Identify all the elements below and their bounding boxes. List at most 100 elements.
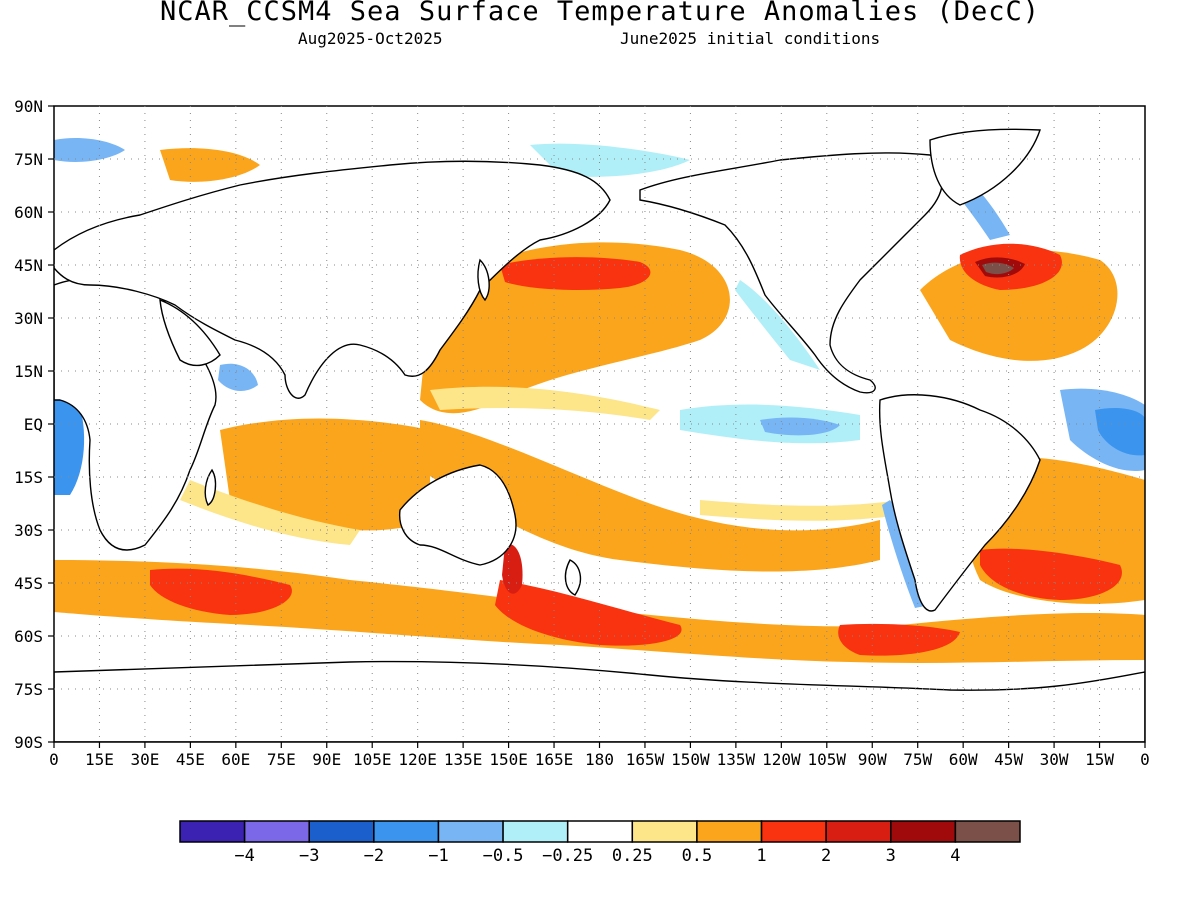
- mid-south-pacific-yellow: [700, 500, 900, 521]
- colorbar-swatch: [631, 820, 698, 843]
- lon-label: 90W: [858, 750, 887, 769]
- colorbar-label: 3: [886, 846, 896, 866]
- lat-label: 30N: [14, 309, 43, 328]
- kuroshio-red: [500, 257, 651, 290]
- lon-label: 120E: [398, 750, 437, 769]
- lon-label: 15W: [1085, 750, 1114, 769]
- lat-label: 30S: [14, 521, 43, 540]
- lat-label: 15S: [14, 468, 43, 487]
- southern-ocean-red-pacific: [495, 580, 682, 646]
- lon-label: 15E: [85, 750, 114, 769]
- pacific-north-warm-band: [420, 242, 730, 414]
- north-atlantic-warm: [920, 250, 1118, 361]
- eurasia: [54, 160, 611, 399]
- colorbar-swatch: [890, 820, 957, 843]
- lon-label: 45W: [994, 750, 1023, 769]
- arabia: [159, 298, 221, 367]
- colorbar-swatch: [308, 820, 375, 843]
- colorbar-swatch: [760, 820, 827, 843]
- bering-cool: [530, 143, 690, 177]
- lon-label: 105W: [808, 750, 847, 769]
- colorbar-label: 4: [950, 846, 960, 866]
- colorbar-label: 1: [756, 846, 766, 866]
- colorbar-swatch: [954, 820, 1021, 843]
- australia: [398, 464, 517, 566]
- east-pacific-cool: [735, 280, 820, 370]
- colorbar-label: −2: [364, 846, 384, 866]
- lon-label: 150W: [671, 750, 710, 769]
- colorbar-swatch: [502, 820, 569, 843]
- east-atlantic-cool-core: [1095, 407, 1145, 456]
- colorbar-swatch: [179, 820, 246, 843]
- madagascar: [204, 468, 217, 507]
- colorbar-label: −0.25: [542, 846, 593, 866]
- colorbar-swatch: [825, 820, 892, 843]
- colorbar-label: −0.5: [483, 846, 524, 866]
- indian-ocean-warm: [220, 418, 430, 531]
- south-atlantic-red: [980, 548, 1122, 600]
- southern-ocean-red-east: [838, 623, 960, 656]
- latitude-axis: 90N 75N 60N 45N 30N 15N EQ 15S 30S 45S 60S 75S 90S: [14, 97, 54, 752]
- period-subtitle: Aug2025-Oct2025: [298, 29, 443, 48]
- indian-yellow: [180, 480, 360, 545]
- lon-label: 105E: [353, 750, 392, 769]
- lon-label: 0: [49, 750, 59, 769]
- lat-label: 60S: [14, 627, 43, 646]
- lon-label: 135E: [444, 750, 483, 769]
- lon-label: 30E: [130, 750, 159, 769]
- japan: [477, 258, 490, 302]
- graticule: [54, 106, 1145, 742]
- lon-label: 0: [1140, 750, 1150, 769]
- anomaly-field: [54, 138, 1145, 663]
- lat-label: 15N: [14, 362, 43, 381]
- lon-label: 60E: [221, 750, 250, 769]
- init-subtitle: June2025 initial conditions: [620, 29, 881, 48]
- west-africa-cool: [54, 400, 85, 495]
- lon-label: 135W: [717, 750, 756, 769]
- colorbar: −4 −3 −2 −1 −0.5 −0.25 0.25 0.5 1 2 3 4: [179, 820, 1021, 866]
- colorbar-swatch: [437, 820, 504, 843]
- lon-label: 60W: [949, 750, 978, 769]
- lon-label: 165W: [626, 750, 665, 769]
- greenland: [929, 128, 1041, 206]
- lat-label: 60N: [14, 203, 43, 222]
- colorbar-swatch: [373, 820, 440, 843]
- lon-label: 180: [585, 750, 614, 769]
- colorbar-swatch: [243, 820, 310, 843]
- equatorial-pacific-cool-core: [760, 417, 840, 436]
- colorbar-swatch: [696, 820, 763, 843]
- tasman-red: [502, 544, 523, 594]
- north-america: [639, 152, 944, 394]
- south-america: [878, 394, 1041, 612]
- pacific-south-warm-band: [420, 420, 880, 572]
- lat-label: 90N: [14, 97, 43, 116]
- lat-label: 75S: [14, 680, 43, 699]
- new-zealand: [564, 559, 582, 596]
- lat-label: 90S: [14, 733, 43, 752]
- colorbar-label: −1: [428, 846, 448, 866]
- lat-label: EQ: [24, 415, 43, 434]
- colorbar-label: 0.25: [612, 846, 653, 866]
- arctic-warm-strip: [160, 148, 260, 182]
- colorbar-label: −4: [234, 846, 254, 866]
- lon-label: 45E: [176, 750, 205, 769]
- lat-label: 45S: [14, 574, 43, 593]
- colorbar-swatch: [566, 820, 634, 843]
- lon-label: 75E: [267, 750, 296, 769]
- lon-label: 90E: [312, 750, 341, 769]
- arctic-cool-west: [54, 138, 125, 162]
- lat-label: 45N: [14, 256, 43, 275]
- colorbar-label: 0.5: [682, 846, 713, 866]
- colorbar-label: −3: [299, 846, 319, 866]
- lon-label: 30W: [1040, 750, 1069, 769]
- southern-ocean-red-indian: [150, 568, 292, 615]
- lon-label: 150E: [489, 750, 528, 769]
- west-india-cool: [218, 363, 258, 392]
- colorbar-label: 2: [821, 846, 831, 866]
- longitude-axis: 0 15E 30E 45E 60E 75E 90E 105E 120E 135E 150E 165E 1…: [49, 742, 1150, 769]
- map-title: NCAR_CCSM4 Sea Surface Temperature Anoma…: [159, 0, 1041, 27]
- lat-label: 75N: [14, 150, 43, 169]
- lon-label: 120W: [762, 750, 801, 769]
- lon-label: 165E: [535, 750, 574, 769]
